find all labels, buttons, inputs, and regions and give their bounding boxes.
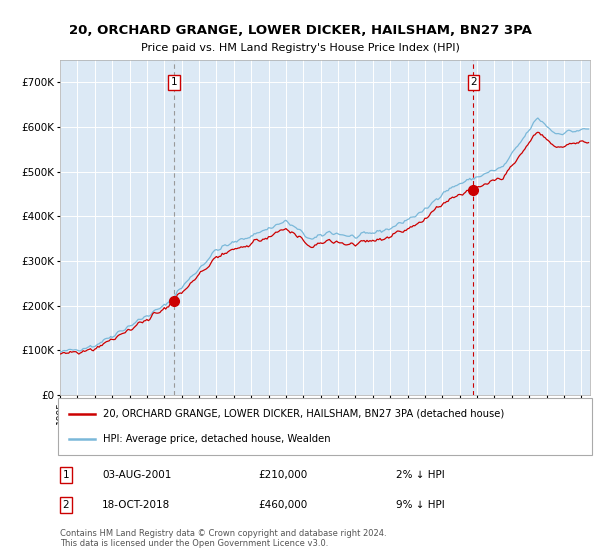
Text: 20, ORCHARD GRANGE, LOWER DICKER, HAILSHAM, BN27 3PA: 20, ORCHARD GRANGE, LOWER DICKER, HAILSH… [68,24,532,36]
FancyBboxPatch shape [58,398,592,455]
Text: 1: 1 [171,77,178,87]
Text: Contains HM Land Registry data © Crown copyright and database right 2024.
This d: Contains HM Land Registry data © Crown c… [60,529,386,548]
Text: 03-AUG-2001: 03-AUG-2001 [102,470,172,480]
Text: 18-OCT-2018: 18-OCT-2018 [102,500,170,510]
Text: 2: 2 [62,500,70,510]
Text: 2: 2 [470,77,477,87]
Text: 2% ↓ HPI: 2% ↓ HPI [396,470,445,480]
Text: Price paid vs. HM Land Registry's House Price Index (HPI): Price paid vs. HM Land Registry's House … [140,43,460,53]
Text: £210,000: £210,000 [258,470,307,480]
Text: 9% ↓ HPI: 9% ↓ HPI [396,500,445,510]
Text: £460,000: £460,000 [258,500,307,510]
Text: 20, ORCHARD GRANGE, LOWER DICKER, HAILSHAM, BN27 3PA (detached house): 20, ORCHARD GRANGE, LOWER DICKER, HAILSH… [103,409,505,419]
Text: HPI: Average price, detached house, Wealden: HPI: Average price, detached house, Weal… [103,434,331,444]
Text: 1: 1 [62,470,70,480]
